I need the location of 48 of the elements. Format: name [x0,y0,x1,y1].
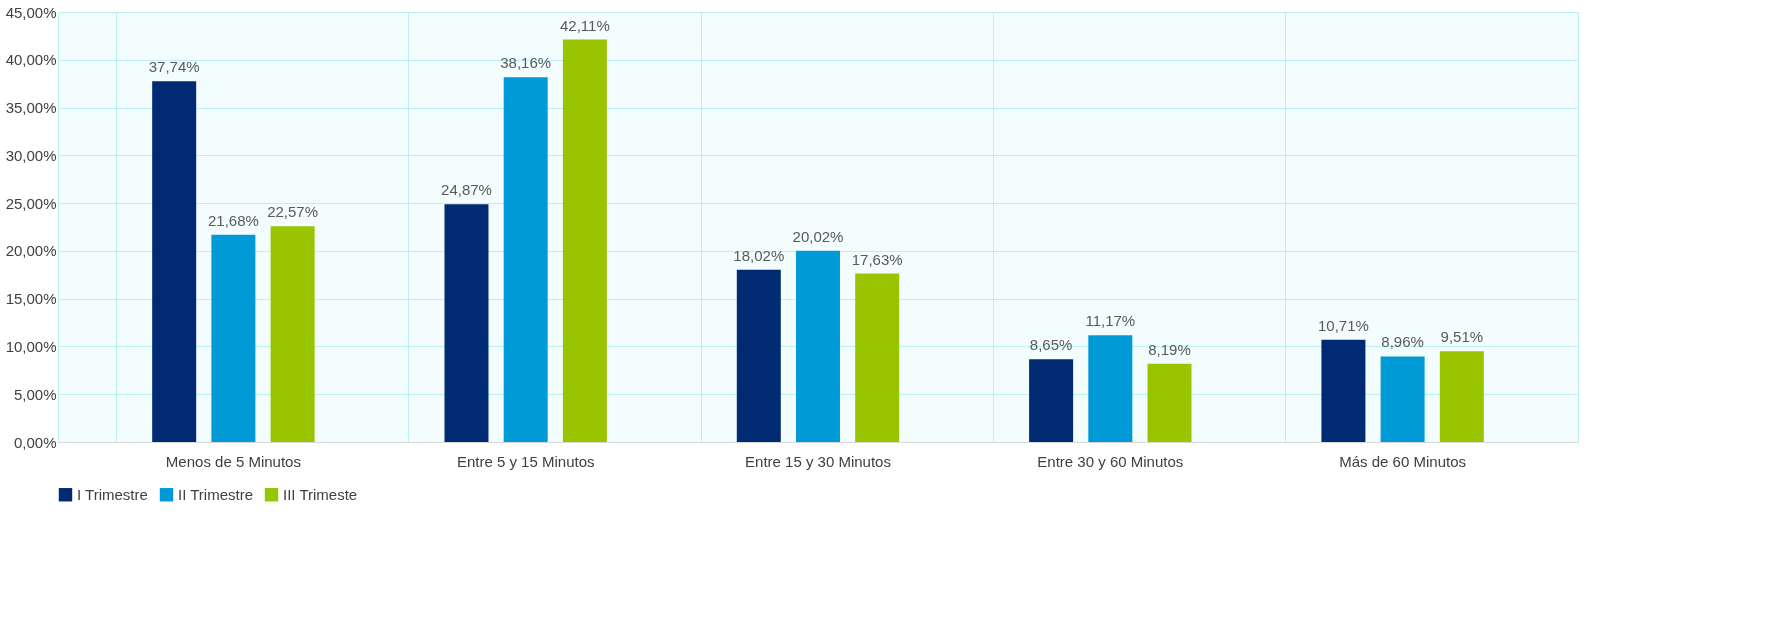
data-label: 21,68% [207,211,259,229]
x-tick-label: Más de 60 Minutos [1339,452,1466,470]
bar [211,234,256,442]
data-label: 10,71% [1317,316,1369,334]
data-label: 8,19% [1148,340,1191,358]
bar [1321,339,1366,442]
data-label: 18,02% [733,246,785,264]
bar [796,250,840,442]
legend-label: II Trimestre [178,485,254,503]
y-tick-label: 25,00% [5,194,57,212]
y-tick-label: 10,00% [5,337,57,355]
bar [270,226,315,442]
x-tick-label: Entre 15 y 30 Minutos [745,452,891,470]
data-label: 38,16% [500,54,552,72]
y-tick-label: 45,00% [5,3,57,21]
bar [855,273,900,442]
data-label: 37,74% [148,58,200,76]
bar [736,269,781,442]
y-tick-label: 40,00% [5,51,57,69]
bar [1380,356,1425,442]
data-label: 17,63% [851,250,903,268]
bar [562,39,607,442]
legend-label: I Trimestre [77,485,148,503]
x-tick-label: Entre 5 y 15 Minutos [456,452,595,470]
y-tick-label: 15,00% [5,290,57,308]
y-tick-label: 30,00% [5,146,57,164]
bar [503,77,548,442]
bar [444,204,489,442]
data-label: 22,57% [267,203,319,221]
data-label: 8,65% [1029,336,1073,354]
legend-label: III Trimeste [283,485,358,503]
data-label: 8,96% [1381,333,1424,351]
bar [1029,359,1074,442]
bar [1147,363,1192,442]
x-tick-label: Menos de 5 Minutos [165,452,301,470]
data-label: 24,87% [441,181,492,199]
data-label: 42,11% [560,16,610,34]
x-tick-label: Entre 30 y 60 Minutos [1037,452,1184,470]
data-label: 11,17% [1085,312,1136,330]
bar [152,81,197,442]
data-label: 20,02% [792,227,844,245]
y-tick-label: 5,00% [13,385,57,403]
y-tick-label: 35,00% [5,99,57,117]
bar [1439,351,1484,442]
y-tick-label: 0,00% [13,433,57,451]
data-label: 9,51% [1440,328,1484,346]
y-tick-label: 20,00% [5,242,57,260]
bar [1088,335,1133,442]
